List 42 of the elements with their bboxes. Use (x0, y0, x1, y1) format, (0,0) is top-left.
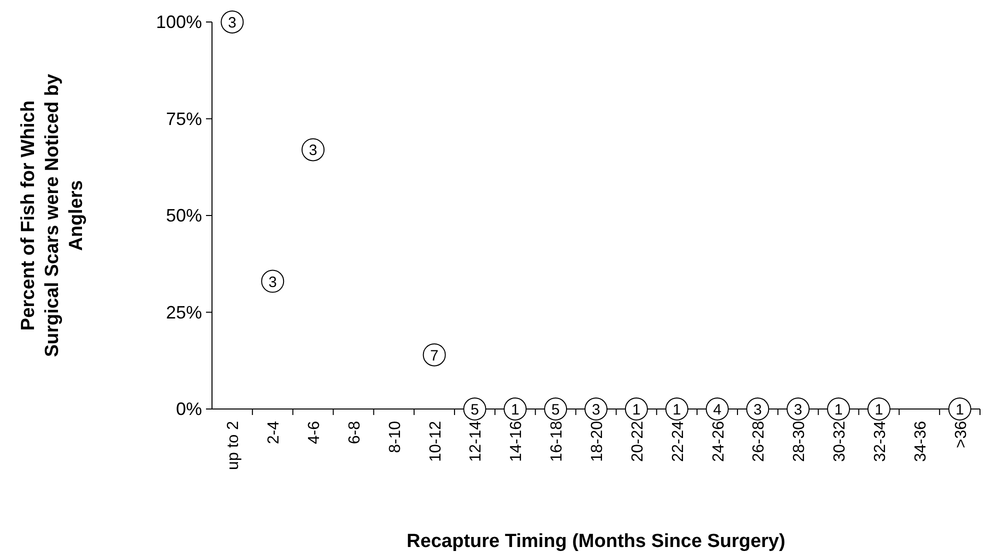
annotation: 3 (268, 274, 277, 291)
y-tick-label: 50% (166, 206, 202, 226)
annotation: 3 (228, 14, 236, 32)
y-tick-label: 25% (166, 302, 202, 322)
x-tick-label: 2-4 (266, 420, 283, 444)
annotation: 5 (551, 402, 560, 418)
x-tick-label: 4-6 (306, 420, 324, 444)
x-tick-label: 22-24 (670, 420, 687, 462)
annotation: 3 (794, 402, 802, 418)
annotation: 4 (713, 402, 722, 418)
x-tick-label: 8-10 (386, 420, 404, 454)
annotation: 1 (672, 402, 682, 418)
annotation: 5 (470, 402, 479, 418)
annotation: 7 (430, 347, 438, 364)
annotation: 1 (834, 402, 843, 418)
x-tick-label: 6-8 (346, 420, 364, 444)
x-tick-label: 30-32 (832, 420, 849, 462)
annotation: 1 (510, 402, 520, 418)
annotation: 1 (632, 402, 641, 418)
x-tick-label: 20-22 (629, 420, 646, 462)
x-tick-label: 16-18 (548, 420, 566, 462)
x-tick-label: up to 2 (225, 420, 242, 470)
x-tick-label: 26-28 (750, 420, 768, 462)
x-tick-label: 34-36 (912, 420, 930, 462)
annotation: 3 (308, 142, 318, 160)
annotation: 3 (754, 402, 762, 418)
x-tick-label: 24-26 (710, 420, 728, 462)
y-axis-title: Percent of Fish for Which Surgical Scars were Noticed by Anglers (18, 74, 87, 358)
y-tick-label: 75% (166, 108, 202, 129)
annotation: 1 (956, 402, 964, 418)
x-tick-label: 28-30 (791, 420, 808, 462)
x-tick-label: 10-12 (427, 420, 444, 462)
x-tick-label: 32-34 (872, 420, 889, 462)
x-tick-label: >36 (952, 420, 970, 448)
annotation: 3 (592, 402, 600, 418)
annotation: 1 (874, 402, 884, 418)
y-tick-label: 0% (176, 399, 202, 419)
x-tick-label: 18-20 (589, 420, 606, 462)
x-tick-label: 14-16 (508, 420, 526, 462)
x-tick-label: 12-14 (468, 420, 485, 462)
x-axis-title: Recapture Timing (Months Since Surgery) (406, 531, 786, 552)
y-tick-label: 100% (156, 12, 202, 32)
